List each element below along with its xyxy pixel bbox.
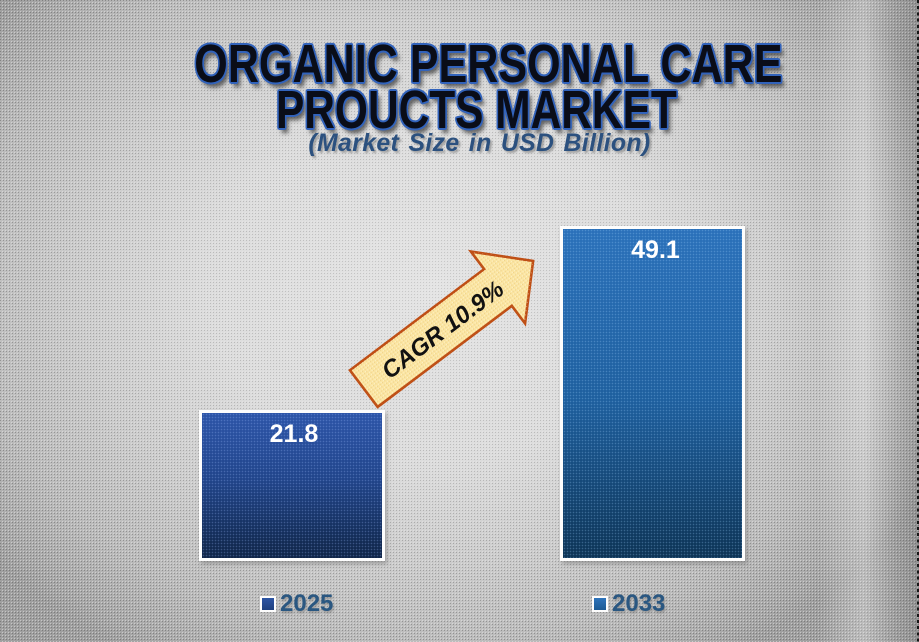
svg-text:CAGR 10.9%: CAGR 10.9% [377,276,509,385]
